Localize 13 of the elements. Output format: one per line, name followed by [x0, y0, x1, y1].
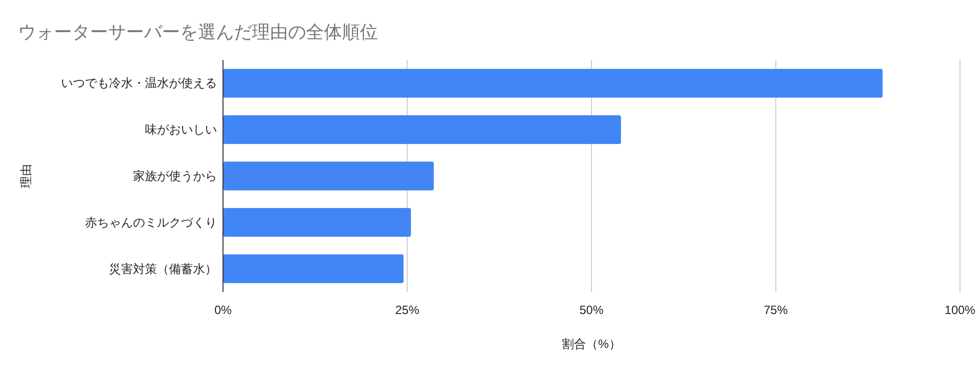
y-tick-label: いつでも冷水・温水が使える	[61, 76, 217, 90]
y-axis-title: 理由	[19, 164, 33, 188]
x-tick-label: 50%	[579, 303, 604, 317]
x-tick-label: 75%	[764, 303, 788, 317]
y-tick-label: 味がおいしい	[145, 122, 217, 137]
x-tick-label: 100%	[944, 303, 976, 317]
chart-title: ウォーターサーバーを選んだ理由の全体順位	[18, 22, 378, 42]
x-tick-label: 25%	[395, 303, 420, 317]
y-tick-label: 赤ちゃんのミルクづくり	[85, 215, 217, 230]
x-tick-label: 0%	[214, 303, 232, 317]
y-tick-label: 家族が使うから	[133, 169, 217, 183]
x-axis-title: 割合（%）	[562, 337, 621, 351]
y-tick-label: 災害対策（備蓄水）	[109, 262, 217, 276]
